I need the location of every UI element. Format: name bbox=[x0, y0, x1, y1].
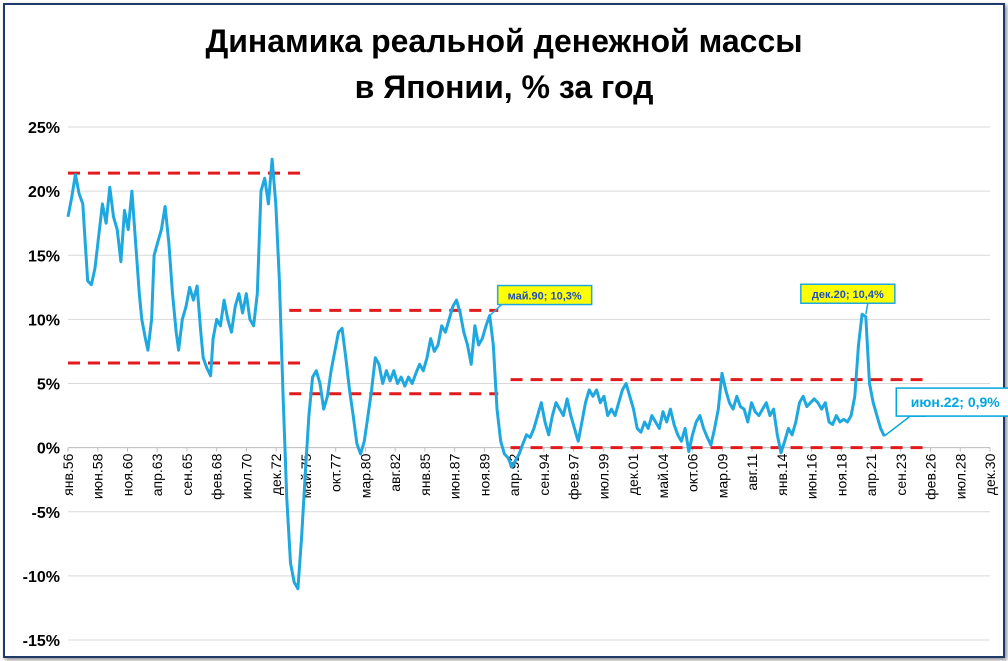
y-tick-label: 25% bbox=[28, 120, 60, 137]
x-tick-label: фев.68 bbox=[209, 453, 225, 499]
x-tick-label: июл.99 bbox=[595, 453, 611, 499]
callout-label: дек.20; 10,4% bbox=[812, 289, 884, 301]
callout-box bbox=[895, 387, 1008, 417]
callout-label: июн.22; 0,9% bbox=[911, 394, 1000, 410]
x-tick-label: ноя.18 bbox=[833, 453, 849, 496]
x-tick-label: ноя.89 bbox=[476, 453, 492, 496]
x-tick-label: ноя.60 bbox=[119, 453, 135, 496]
y-tick-label: 20% bbox=[28, 184, 60, 201]
y-tick-label: 15% bbox=[28, 248, 60, 265]
x-tick-label: дек.72 bbox=[268, 453, 284, 495]
x-tick-label: мар.80 bbox=[357, 453, 373, 498]
x-tick-label: авг.82 bbox=[387, 453, 403, 491]
x-tick-label: янв.56 bbox=[60, 453, 76, 495]
x-tick-label: окт.77 bbox=[328, 453, 344, 492]
x-tick-label: фев.97 bbox=[566, 453, 582, 499]
chart-title-line2: в Японии, % за год bbox=[354, 69, 654, 105]
y-tick-label: 0% bbox=[37, 441, 60, 458]
chart-frame bbox=[3, 3, 1005, 658]
x-tick-label: окт.06 bbox=[685, 453, 701, 492]
y-tick-label: 10% bbox=[28, 312, 60, 329]
y-tick-label: -10% bbox=[23, 569, 60, 586]
callout-leader bbox=[883, 415, 927, 437]
x-tick-label: янв.85 bbox=[417, 453, 433, 495]
x-tick-label: июн.16 bbox=[804, 453, 820, 499]
x-tick-label: авг.11 bbox=[744, 453, 760, 490]
x-tick-label: сен.23 bbox=[893, 453, 909, 495]
x-tick-label: фев.26 bbox=[923, 453, 939, 499]
y-tick-label: -5% bbox=[32, 505, 60, 522]
x-tick-label: сен.65 bbox=[179, 453, 195, 495]
chart-title: Динамика реальной денежной массы в Япони… bbox=[0, 18, 1008, 110]
x-tick-label: июн.58 bbox=[90, 453, 106, 499]
callout-leader bbox=[489, 303, 503, 317]
x-tick-label: июл.70 bbox=[238, 453, 254, 499]
callout-leader bbox=[865, 303, 869, 315]
x-tick-label: июл.28 bbox=[952, 453, 968, 499]
callout-label: май.90; 10,3% bbox=[508, 291, 582, 303]
x-tick-label: сен.94 bbox=[536, 453, 552, 495]
callout-box bbox=[800, 283, 896, 304]
x-tick-label: июн.87 bbox=[447, 453, 463, 499]
x-tick-label: янв.14 bbox=[774, 453, 790, 495]
series-line bbox=[66, 157, 886, 591]
x-tick-label: апр.21 bbox=[863, 453, 879, 496]
callout-box bbox=[496, 284, 593, 306]
chart-title-line1: Динамика реальной денежной массы bbox=[205, 23, 803, 59]
x-tick-label: май.04 bbox=[655, 453, 671, 498]
x-tick-label: дек.01 bbox=[625, 453, 641, 495]
y-tick-label: -15% bbox=[23, 633, 60, 650]
y-tick-label: 5% bbox=[37, 377, 60, 394]
x-tick-label: дек.30 bbox=[982, 453, 998, 495]
x-tick-label: мар.09 bbox=[714, 453, 730, 498]
x-tick-label: апр.63 bbox=[149, 453, 165, 496]
